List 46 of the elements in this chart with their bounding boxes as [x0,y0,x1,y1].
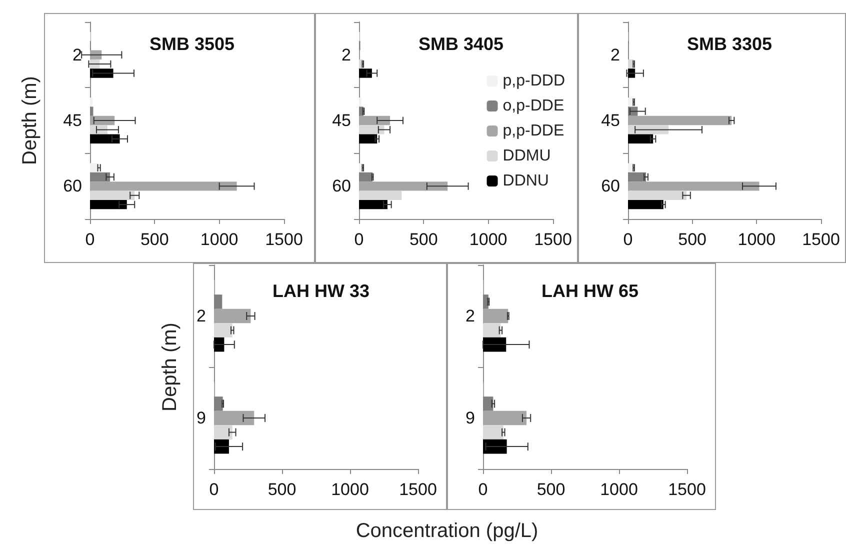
x-tick-label: 1500 [534,230,572,249]
x-tick-label: 0 [478,480,488,499]
text: SMB 3305 [686,34,772,54]
x-tick-label: 500 [678,230,707,249]
x-tick-label: 1000 [331,480,369,499]
text: LAH HW 33 [272,281,370,301]
x-tick-label: 1000 [200,230,238,249]
text: SMB 3505 [149,34,235,54]
x-tick-label: 500 [409,230,438,249]
y-tick-label: 60 [332,176,351,196]
text: LAH HW 65 [541,281,639,301]
y-tick-label: 60 [63,176,82,196]
x-tick-label: 500 [536,480,566,499]
x-tick-label: 500 [140,230,169,249]
text: SMB 3405 [418,34,504,54]
x-tick-label: 1000 [469,230,508,249]
x-tick-label: 0 [209,480,219,499]
x-tick-label: 1500 [399,480,437,499]
y-tick-label: 2 [342,45,351,64]
legend-label: DDNU [502,172,549,190]
x-tick-label: 1500 [265,230,303,249]
y-tick-label: 9 [466,408,475,428]
y-tick-label: 9 [196,408,206,428]
x-tick-label: 0 [85,230,95,249]
x-axis-title: Concentration (pg/L) [354,520,540,543]
x-tick-label: 1000 [600,480,638,499]
legend-label: o,p-DDE [502,98,564,114]
y-axis-title: Depth (m) [19,76,41,165]
x-tick-label: 1500 [802,230,840,249]
y-tick-label: 2 [466,306,475,326]
x-tick-label: 500 [268,480,296,499]
y-tick-label: 60 [601,176,620,196]
y-tick-label: 45 [332,111,351,130]
x-tick-label: 1500 [668,480,706,499]
x-tick-label: 0 [623,230,633,249]
legend-label: DDMU [502,148,551,164]
y-tick-label: 2 [196,306,206,326]
x-tick-label: 1000 [738,230,776,249]
y-axis-title: Depth (m) [159,322,181,412]
legend-label: p,p-DDD [502,72,565,90]
x-tick-label: 0 [354,230,364,249]
y-tick-label: 2 [72,45,82,64]
y-tick-label: 45 [601,111,620,130]
legend-label: p,p-DDE [502,122,564,140]
y-tick-label: 45 [63,111,82,130]
y-tick-label: 2 [610,45,620,64]
